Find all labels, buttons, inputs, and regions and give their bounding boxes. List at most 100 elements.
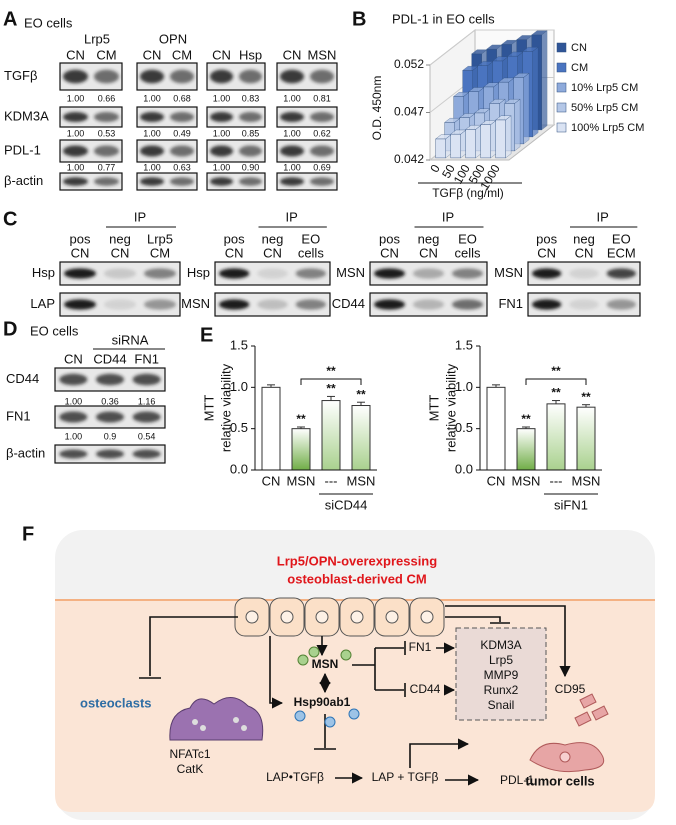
band <box>63 112 88 122</box>
quant-label: 1.00 <box>65 431 83 441</box>
band <box>96 411 124 423</box>
band <box>257 268 288 279</box>
quant-label: 0.36 <box>101 396 119 406</box>
lane-label: EO <box>458 231 477 246</box>
y-tick-label: 1.0 <box>230 379 248 394</box>
band <box>170 112 194 122</box>
bar <box>450 133 461 159</box>
row-label: Hsp <box>32 265 55 280</box>
bar-side <box>505 115 512 159</box>
target-label: Runx2 <box>484 683 519 697</box>
source-label: osteoblast-derived CM <box>287 571 426 586</box>
hsp-dot <box>294 710 306 722</box>
bar <box>291 428 311 471</box>
bar <box>261 386 281 471</box>
row-label: Hsp <box>187 265 210 280</box>
label: tumor cells <box>525 773 594 788</box>
bracket <box>525 378 587 385</box>
band <box>310 145 334 157</box>
band <box>140 69 164 84</box>
legend-swatch <box>556 82 567 93</box>
nucleus <box>241 725 247 731</box>
panel-letter: E <box>200 324 213 346</box>
lane-label: CD44 <box>93 351 126 366</box>
lane-label: cells <box>298 245 325 260</box>
row-label: MSN <box>494 265 523 280</box>
nucleus <box>245 610 259 624</box>
quant-label: 0.53 <box>98 128 116 138</box>
band <box>94 145 119 157</box>
bar <box>465 129 476 159</box>
band <box>104 299 136 310</box>
band <box>219 299 250 310</box>
label: CD95 <box>555 682 586 696</box>
cd95-cell <box>574 693 609 727</box>
inhibit <box>445 616 501 622</box>
nucleus <box>280 610 294 624</box>
lane-label: CN <box>66 47 85 62</box>
band <box>144 268 176 279</box>
nucleus <box>233 717 239 723</box>
band <box>140 145 164 157</box>
label: CD44 <box>410 682 441 696</box>
band <box>170 177 194 186</box>
legend-label: CN <box>571 42 587 54</box>
lane-label: neg <box>418 231 440 246</box>
quant-label: 0.85 <box>242 128 260 138</box>
quant-label: 0.66 <box>98 93 116 103</box>
band <box>96 373 124 386</box>
arrows <box>139 605 571 786</box>
band <box>239 112 262 122</box>
x-tick-label: MSN <box>512 473 541 488</box>
target-box <box>455 627 547 721</box>
panel-letter: F <box>22 523 34 545</box>
row-label: KDM3A <box>4 108 49 123</box>
band <box>140 177 164 186</box>
legend-label: 10% Lrp5 CM <box>571 82 638 94</box>
label: osteoclasts <box>80 695 152 710</box>
quant-label: 1.00 <box>283 93 301 103</box>
target-label: Snail <box>488 698 515 712</box>
msn-dot <box>297 654 309 666</box>
lane-label: CN <box>575 245 594 260</box>
lane-label: CN <box>71 245 90 260</box>
osteoclast <box>169 697 264 741</box>
legend-swatch <box>556 102 567 113</box>
band <box>310 177 334 186</box>
lane-label: EO <box>301 231 320 246</box>
band <box>219 268 250 279</box>
arrow <box>269 636 284 709</box>
band <box>413 299 444 310</box>
band <box>170 69 194 84</box>
x-tick-label: MSN <box>572 473 601 488</box>
lane-label: CN <box>64 351 83 366</box>
band <box>374 268 405 279</box>
msn-dot <box>340 649 352 661</box>
band <box>132 449 161 459</box>
lane-label: CM <box>96 47 116 62</box>
row-label: CD44 <box>6 371 39 386</box>
panel-letter: D <box>3 318 17 340</box>
panel-letter: B <box>352 8 366 30</box>
inhibit <box>352 647 404 691</box>
lane-label: CM <box>150 245 170 260</box>
quant-label: 1.00 <box>65 396 83 406</box>
msn-dot <box>308 646 320 658</box>
quant-label: 0.68 <box>173 93 191 103</box>
y-axis-label: MTT <box>201 395 216 422</box>
row-label: FN1 <box>6 408 31 423</box>
legend-label: 50% Lrp5 CM <box>571 102 638 114</box>
band <box>452 268 483 279</box>
bar <box>546 403 566 471</box>
row-label: LAP <box>30 296 55 311</box>
band <box>96 449 124 459</box>
lane-label: cells <box>454 245 481 260</box>
source-label: Lrp5/OPN-overexpressing <box>277 553 437 568</box>
lane-label: Hsp <box>239 47 262 62</box>
legend-swatch <box>556 42 567 53</box>
y-tick-label: 1.0 <box>455 379 473 394</box>
y-axis-label: relative viability <box>218 363 233 452</box>
legend-swatch <box>556 122 567 133</box>
band <box>63 145 88 157</box>
